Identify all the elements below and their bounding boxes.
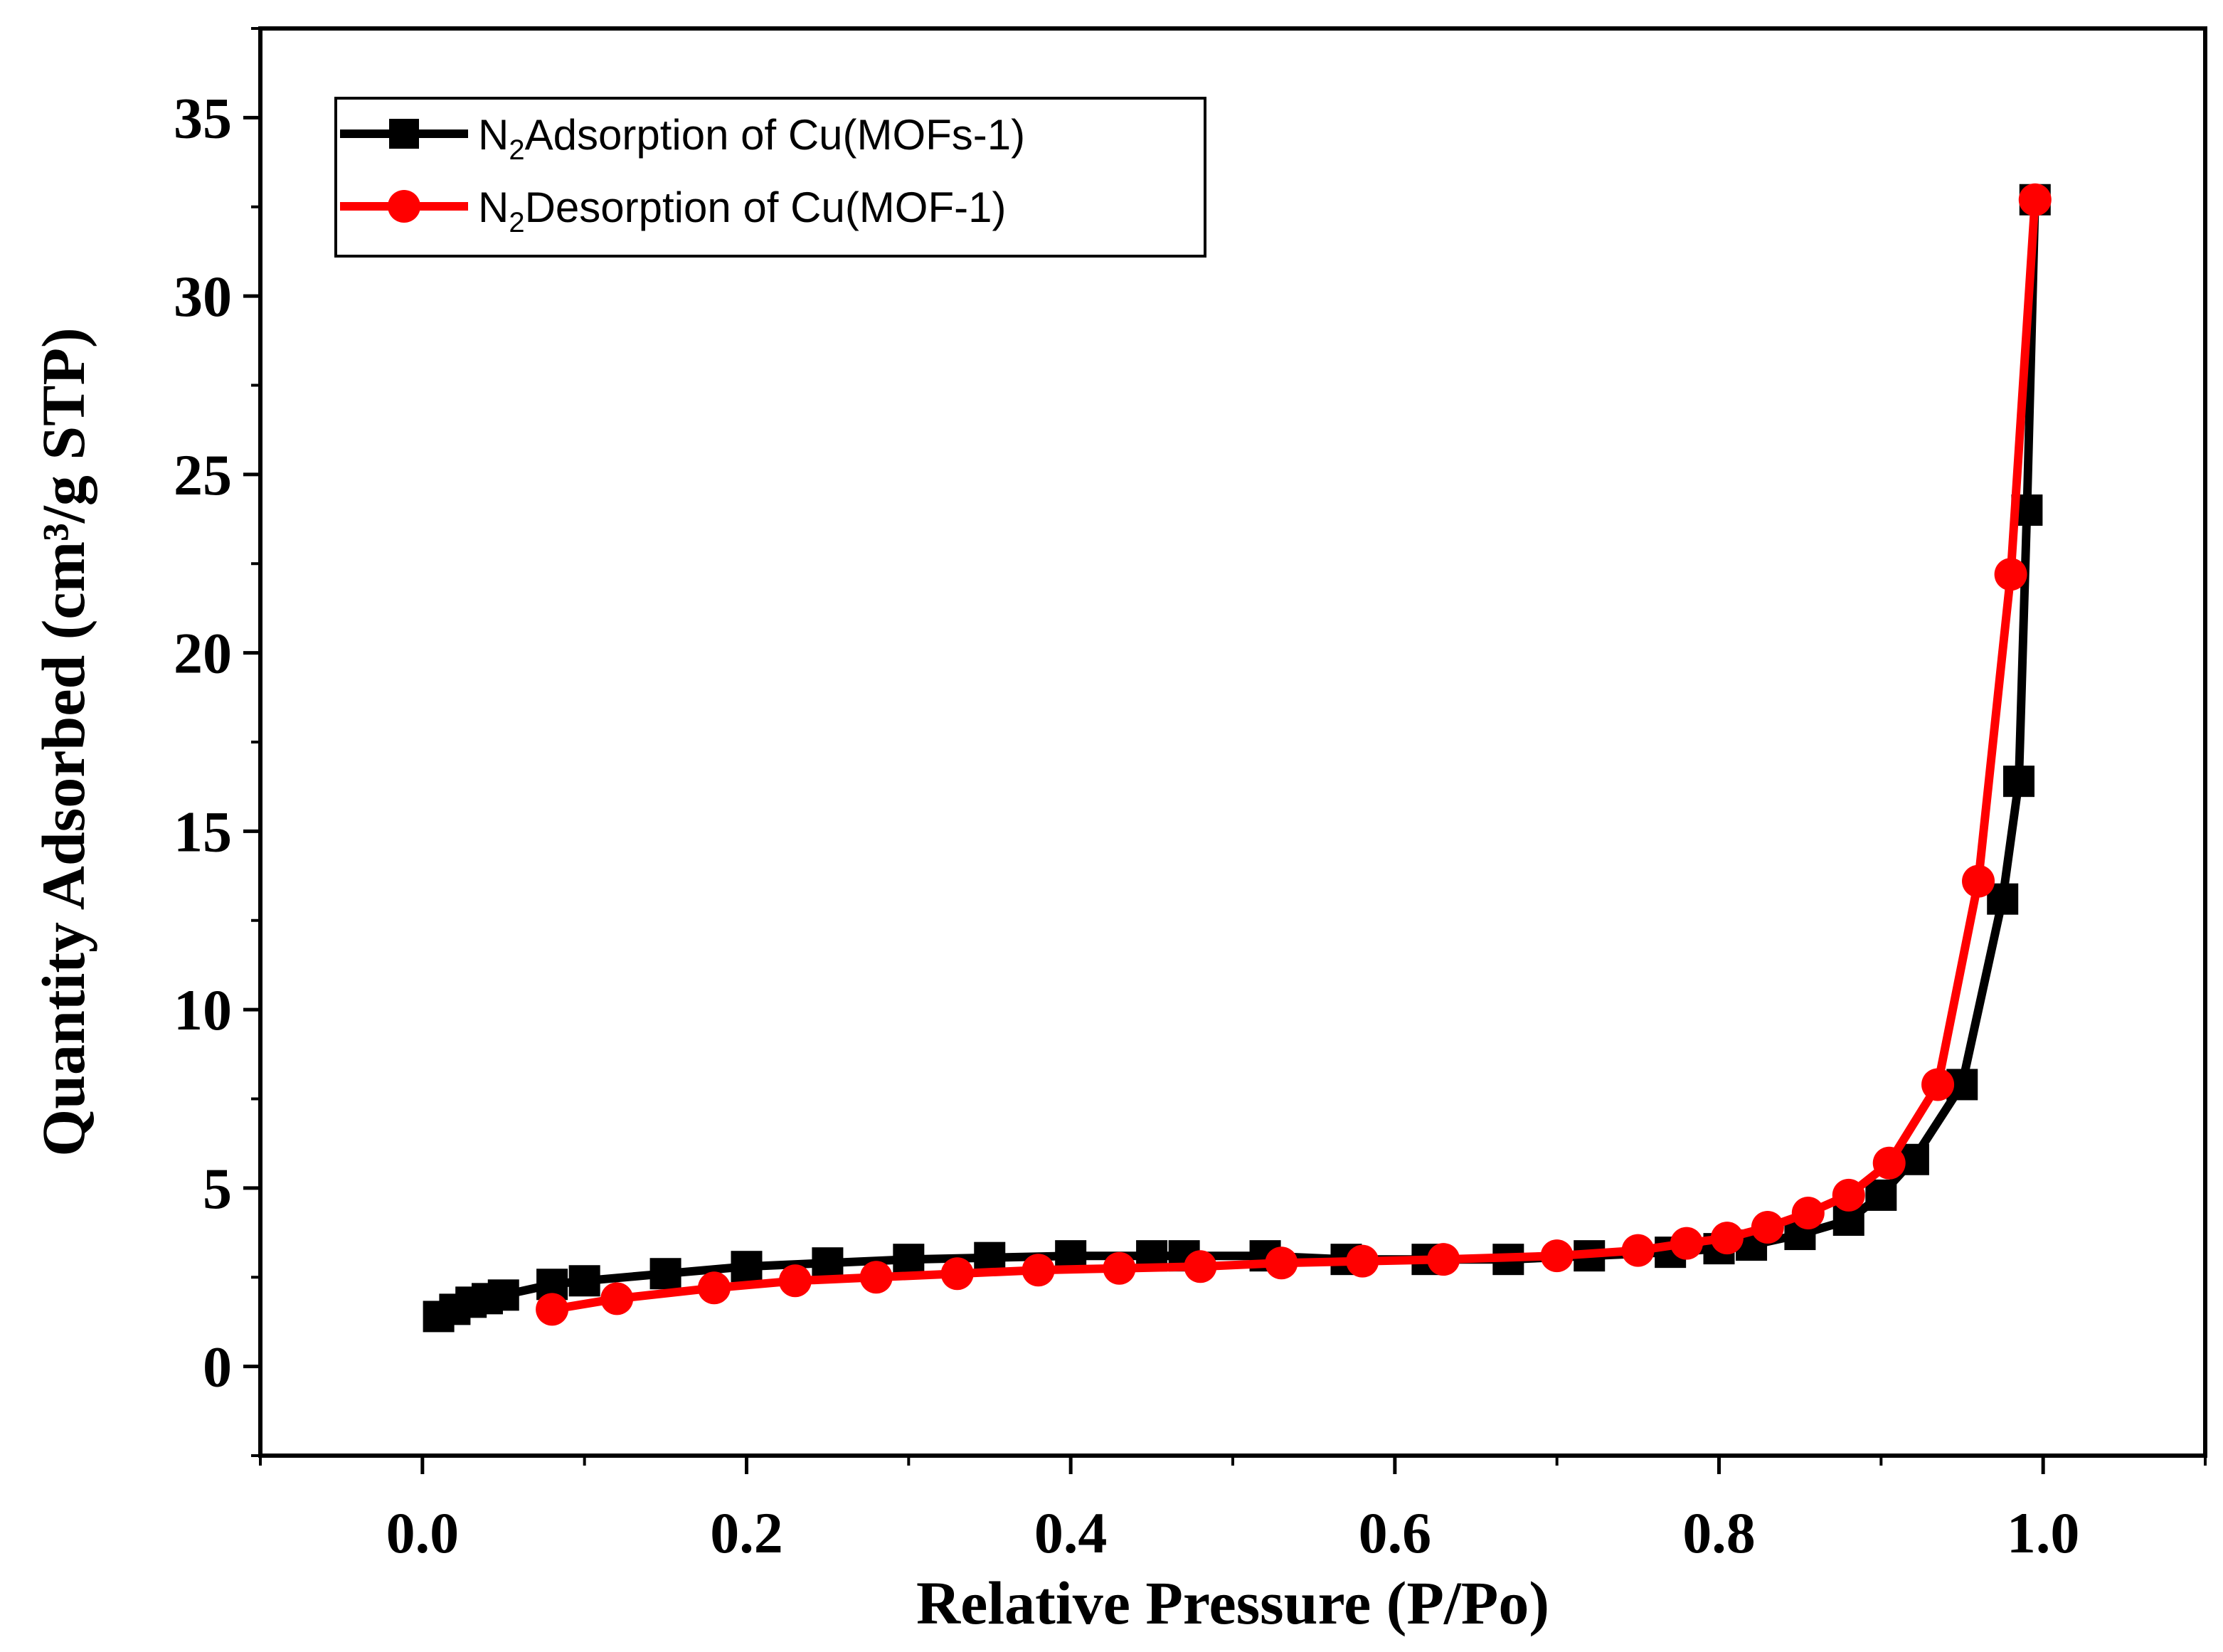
y-tick-label: 15	[174, 799, 232, 864]
y-tick-label: 20	[174, 621, 232, 686]
legend-circle-marker-icon	[388, 190, 420, 223]
data-point-desorption	[1832, 1178, 1865, 1212]
y-tick-label: 0	[203, 1335, 232, 1399]
legend-square-marker-icon	[389, 119, 419, 149]
data-point-desorption	[1872, 1146, 1906, 1180]
y-axis-title: Quantity Adsorbed (cm³/g STP)	[29, 327, 97, 1156]
data-point-adsorption	[568, 1265, 600, 1297]
data-point-adsorption	[487, 1279, 519, 1311]
y-tick-label: 10	[174, 978, 232, 1042]
x-axis-title: Relative Pressure (P/Po)	[916, 1569, 1549, 1637]
data-point-desorption	[1962, 864, 1995, 898]
x-tick-label: 1.0	[2007, 1500, 2080, 1565]
data-point-desorption	[1103, 1251, 1136, 1285]
legend-label-adsorption: N2Adsorption of Cu(MOFs-1)	[478, 111, 1025, 166]
data-point-desorption	[1346, 1244, 1379, 1278]
series-desorption	[536, 183, 2052, 1326]
data-point-desorption	[1710, 1222, 1744, 1255]
data-point-desorption	[1265, 1246, 1298, 1280]
data-point-adsorption	[1865, 1179, 1897, 1211]
x-tick-label: 0.6	[1359, 1500, 1432, 1565]
data-point-desorption	[1540, 1239, 1574, 1273]
y-tick-label: 25	[174, 443, 232, 507]
legend: N2Adsorption of Cu(MOFs-1) N2Desorption …	[334, 97, 1206, 258]
x-tick-label: 0.8	[1682, 1500, 1756, 1565]
data-point-adsorption	[649, 1258, 681, 1290]
x-tick-label: 0.2	[710, 1500, 783, 1565]
data-point-desorption	[778, 1264, 812, 1298]
data-point-desorption	[1670, 1227, 1703, 1260]
legend-entry-desorption: N2Desorption of Cu(MOF-1)	[340, 184, 1006, 238]
data-point-adsorption	[2002, 766, 2034, 798]
y-tick-label: 5	[203, 1156, 232, 1221]
data-point-desorption	[1994, 558, 2027, 591]
x-tick-label: 0.0	[386, 1500, 460, 1565]
data-point-desorption	[697, 1271, 731, 1305]
data-point-desorption	[1184, 1250, 1217, 1283]
data-point-desorption	[940, 1257, 974, 1291]
legend-entry-adsorption: N2Adsorption of Cu(MOFs-1)	[340, 111, 1025, 166]
data-point-adsorption	[812, 1247, 844, 1279]
y-tick-label: 35	[174, 85, 232, 150]
data-point-desorption	[1791, 1196, 1825, 1229]
data-point-desorption	[1921, 1068, 1955, 1101]
data-point-desorption	[600, 1282, 634, 1315]
data-point-desorption	[1751, 1211, 1784, 1244]
y-axis: 0 5 10 15 20 25 30 35	[174, 27, 260, 1457]
x-tick-label: 0.4	[1034, 1500, 1108, 1565]
data-point-desorption	[1022, 1254, 1055, 1287]
data-point-desorption	[536, 1293, 569, 1326]
series-layer	[423, 183, 2052, 1333]
y-tick-label: 30	[174, 264, 232, 329]
data-point-adsorption	[731, 1251, 763, 1283]
legend-label-desorption: N2Desorption of Cu(MOF-1)	[478, 184, 1006, 238]
legend-box	[334, 97, 1206, 258]
data-point-adsorption	[893, 1244, 925, 1276]
data-point-desorption	[859, 1261, 893, 1294]
data-point-desorption	[1427, 1243, 1460, 1276]
x-axis: 0.0 0.2 0.4 0.6 0.8 1.0	[259, 1456, 2207, 1565]
data-point-desorption	[2018, 183, 2052, 216]
data-point-desorption	[1621, 1234, 1655, 1267]
